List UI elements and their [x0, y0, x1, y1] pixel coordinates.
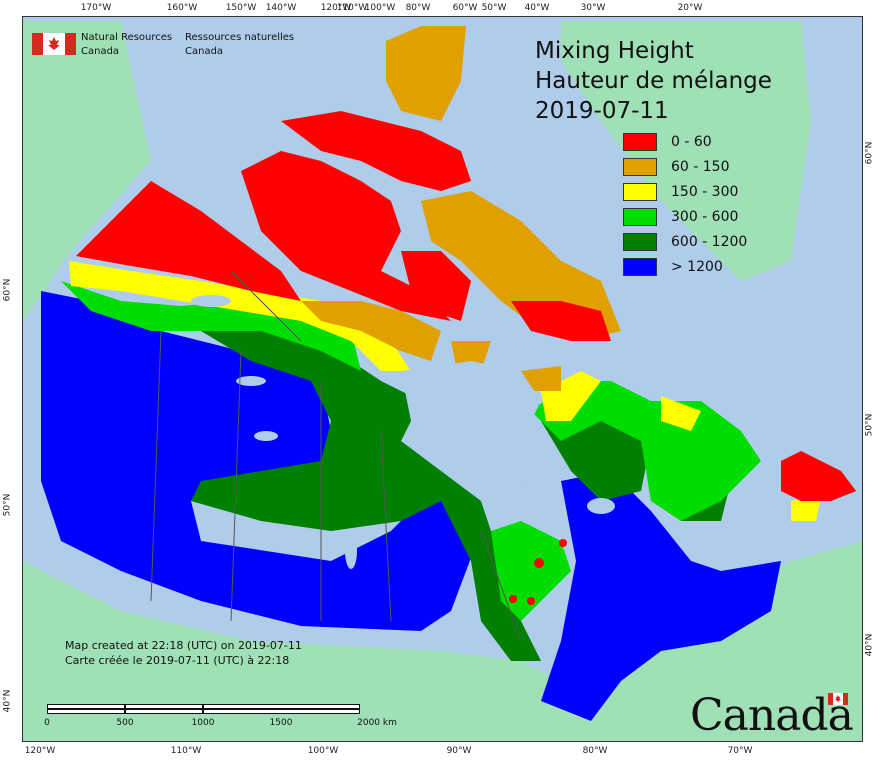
map-title: Mixing Height Hauteur de mélange 2019-07…	[535, 36, 772, 126]
canada-flag-icon	[32, 33, 76, 55]
scale-segment	[47, 709, 125, 714]
wordmark-flag-icon	[828, 693, 848, 705]
scale-segment	[47, 704, 125, 709]
legend-item: 300 - 600	[623, 208, 773, 228]
legend-swatch	[623, 133, 657, 151]
scale-segment	[203, 709, 360, 714]
lon-tick-top: 160°W	[166, 3, 198, 13]
lat-tick-right: 40°N	[864, 633, 875, 657]
mixing-height-map	[23, 21, 862, 741]
scale-label: 2000 km	[357, 718, 397, 728]
scale-label: 500	[116, 718, 134, 728]
scale-label: 0	[44, 718, 50, 728]
scale-segment	[125, 704, 203, 709]
legend-swatch	[623, 233, 657, 251]
lon-tick-bottom: 90°W	[446, 746, 472, 756]
legend-item: 0 - 60	[623, 133, 773, 153]
lat-tick-right: 60°N	[864, 141, 875, 165]
legend-swatch	[623, 258, 657, 276]
zone-red	[76, 111, 856, 605]
lon-tick-top: 40°W	[524, 3, 550, 13]
provincial-boundaries	[150, 270, 522, 642]
lon-tick-top: 140°W	[265, 3, 297, 13]
legend-label: 600 - 1200	[671, 234, 748, 250]
lon-tick-bottom: 110°W	[170, 746, 202, 756]
agency-french: Ressources naturelles Canada	[185, 32, 295, 57]
creation-note-french: Carte créée le 2019-07-11 (UTC) à 22:18	[65, 654, 290, 667]
title-english: Mixing Height	[535, 38, 694, 64]
zone-blue	[41, 291, 781, 721]
lon-tick-top: 20°W	[677, 3, 703, 13]
legend-label: > 1200	[671, 259, 723, 275]
legend-swatch	[623, 183, 657, 201]
neighbouring-land	[23, 21, 862, 741]
lon-tick-top: 30°W	[580, 3, 606, 13]
lon-tick-bottom: 80°W	[582, 746, 608, 756]
lon-tick-top: 80°W	[405, 3, 431, 13]
legend-item: 60 - 150	[623, 158, 773, 178]
lat-tick-left: 40°N	[2, 689, 13, 713]
creation-note: Map created at 22:18 (UTC) on 2019-07-11…	[65, 638, 302, 668]
lon-tick-top: 150°W	[225, 3, 257, 13]
map-canvas	[22, 16, 863, 742]
legend-label: 0 - 60	[671, 134, 712, 150]
lon-tick-top: 100°W	[364, 3, 396, 13]
title-date: 2019-07-11	[535, 98, 669, 124]
lon-tick-top: 50°W	[481, 3, 507, 13]
lon-tick-top: 110°W	[336, 3, 368, 13]
legend-label: 60 - 150	[671, 159, 730, 175]
lat-tick-right: 50°N	[864, 413, 875, 437]
scale-label: 1000	[191, 718, 215, 728]
scale-bar: 0 500 1000 1500 2000 km	[44, 704, 397, 728]
agency-english: Natural Resources Canada	[81, 32, 173, 57]
legend-item: > 1200	[623, 258, 773, 278]
lat-tick-left: 50°N	[2, 493, 13, 517]
lon-tick-bottom: 120°W	[24, 746, 56, 756]
canada-wordmark: Canada	[690, 690, 854, 741]
lon-tick-bottom: 70°W	[727, 746, 753, 756]
creation-note-english: Map created at 22:18 (UTC) on 2019-07-11	[65, 639, 302, 652]
legend-label: 300 - 600	[671, 209, 739, 225]
lat-tick-left: 60°N	[2, 278, 13, 302]
scale-segment	[125, 709, 203, 714]
legend-item: 600 - 1200	[623, 233, 773, 253]
scale-segment	[203, 704, 360, 709]
lakes	[191, 295, 615, 569]
legend-swatch	[623, 158, 657, 176]
lon-tick-top: 60°W	[452, 3, 478, 13]
lon-tick-top: 170°W	[80, 3, 112, 13]
legend-label: 150 - 300	[671, 184, 739, 200]
legend-item: 150 - 300	[623, 183, 773, 203]
lon-tick-top: 120°W	[320, 3, 352, 13]
legend-swatch	[623, 208, 657, 226]
lon-tick-bottom: 100°W	[307, 746, 339, 756]
title-french: Hauteur de mélange	[535, 68, 772, 94]
scale-label: 1500	[269, 718, 293, 728]
